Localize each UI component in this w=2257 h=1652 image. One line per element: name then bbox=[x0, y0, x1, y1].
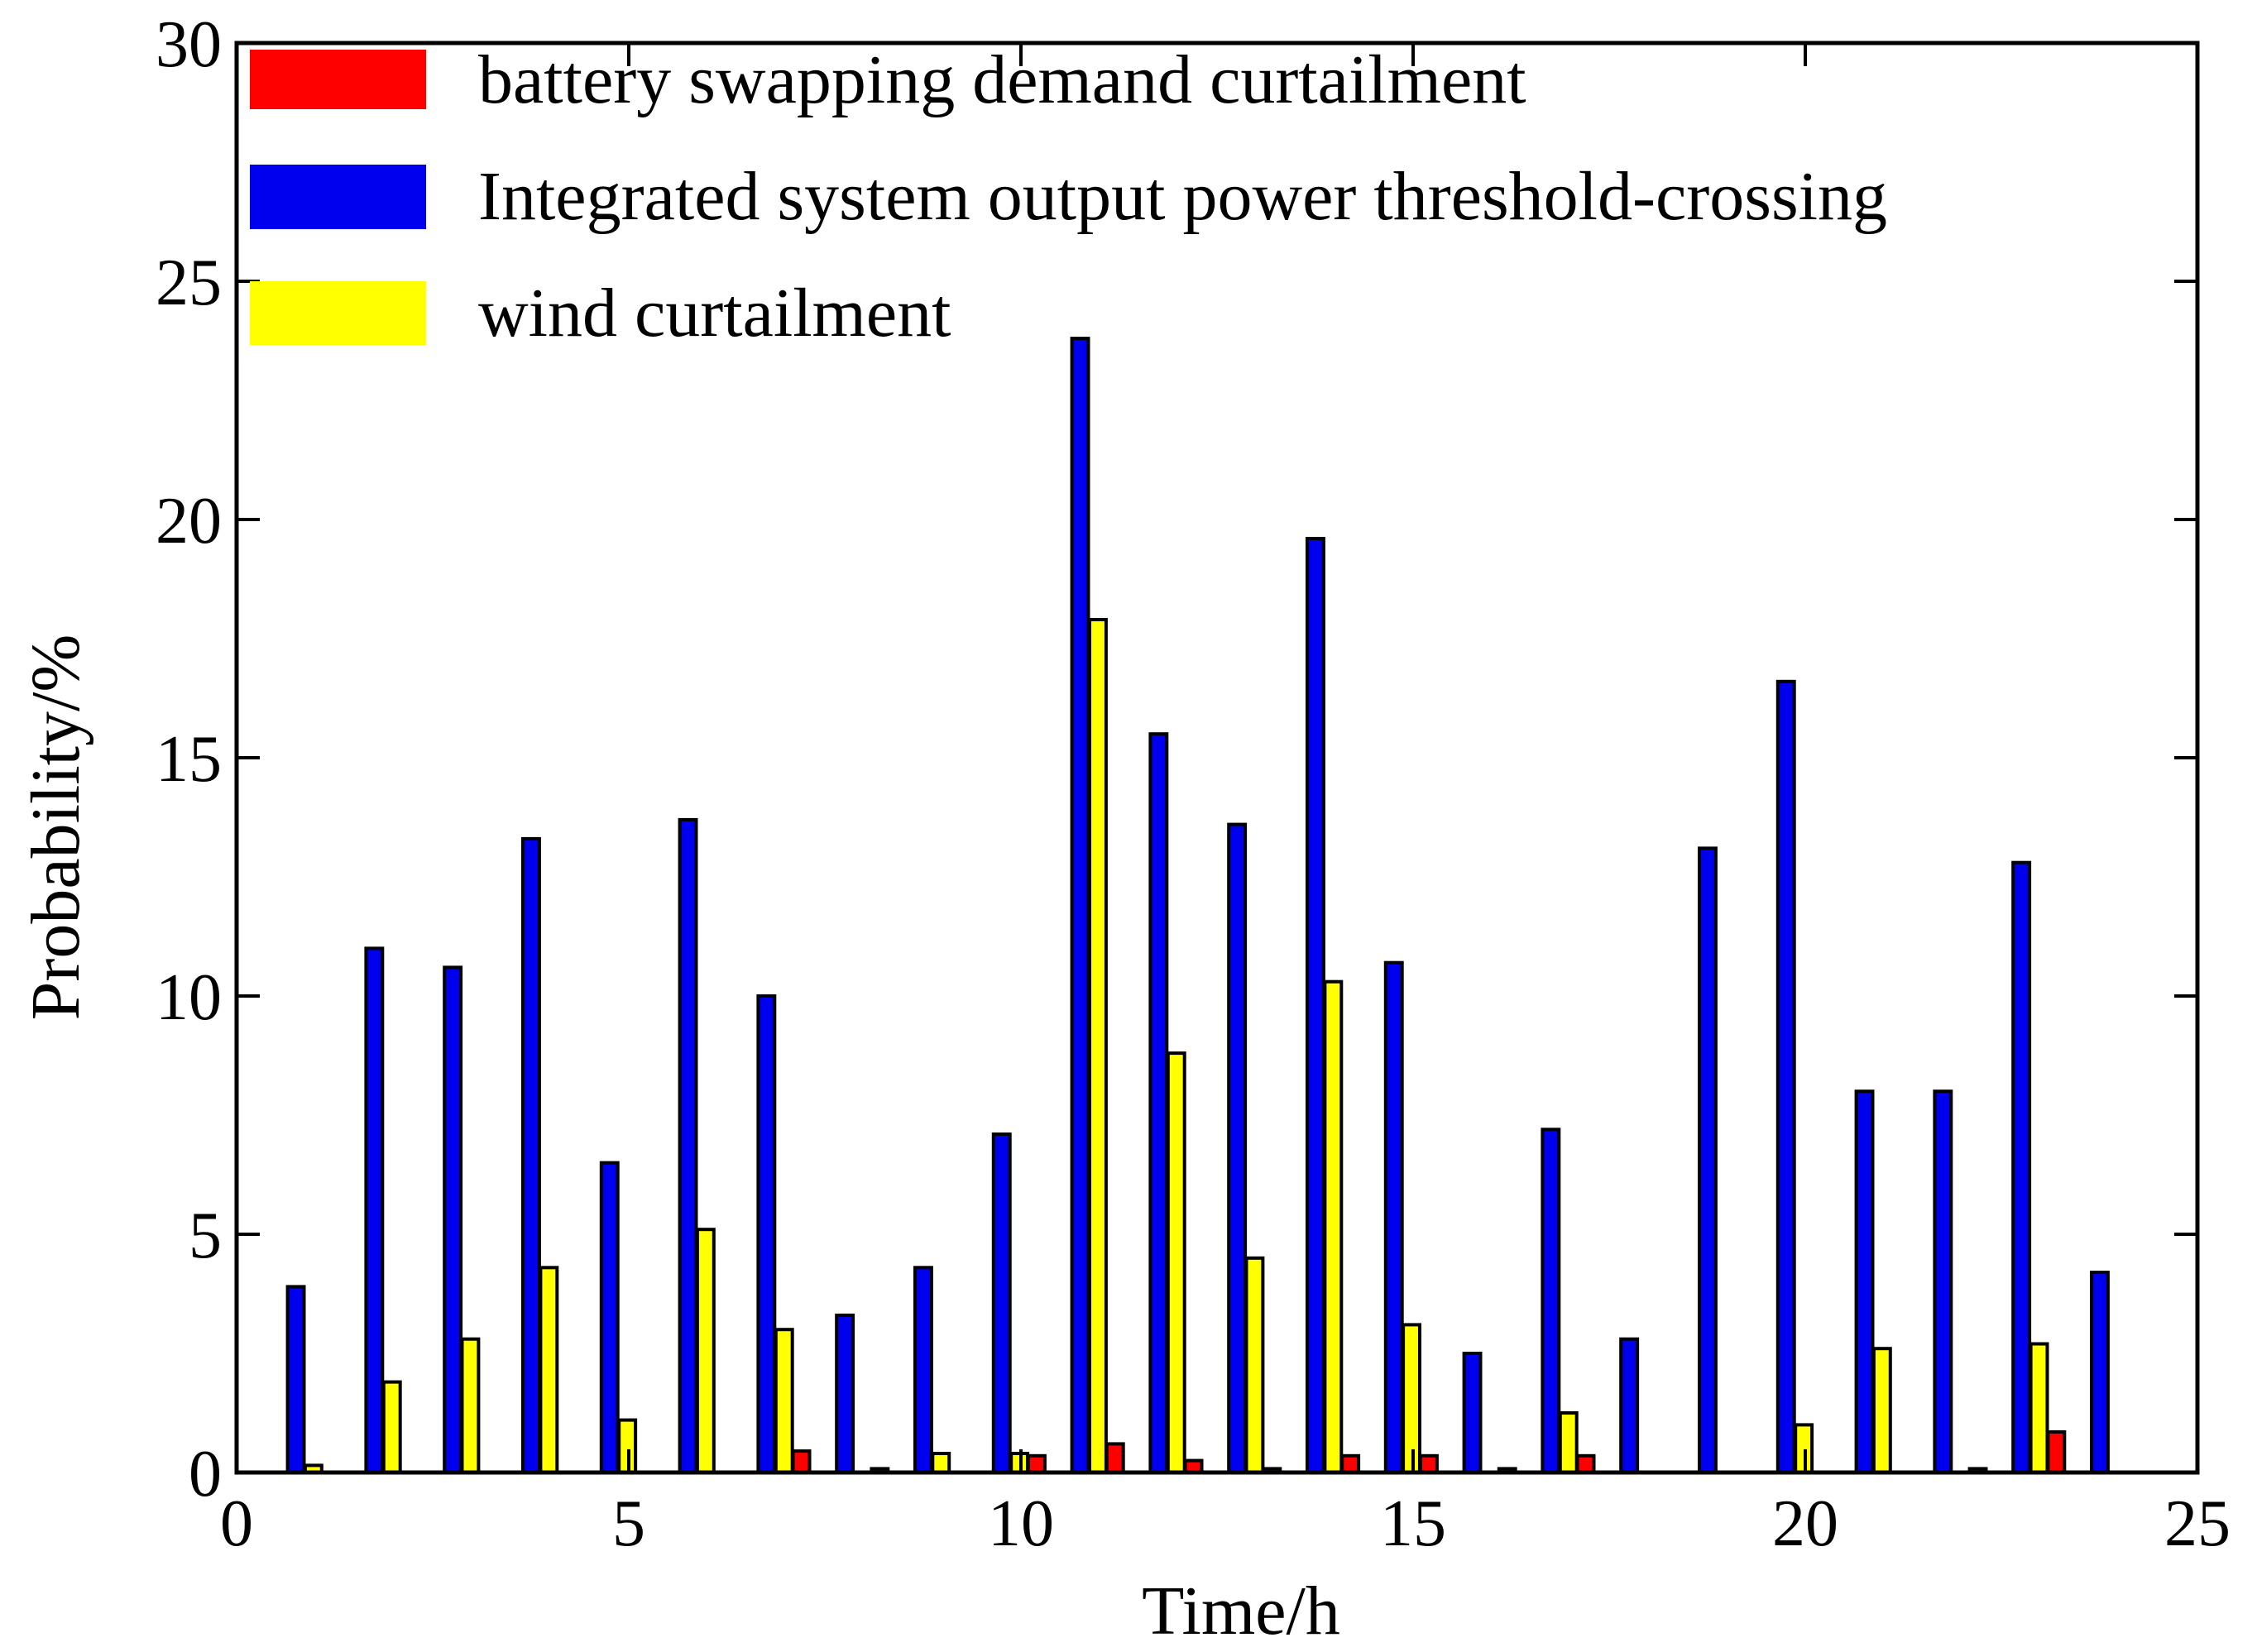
bar-wind-14 bbox=[1323, 979, 1344, 1474]
x-tick-label: 15 bbox=[1380, 1487, 1446, 1560]
bar-integrated-2 bbox=[364, 946, 385, 1474]
x-tick-label: 0 bbox=[220, 1487, 253, 1560]
y-tick-label: 10 bbox=[156, 961, 222, 1034]
bar-integrated-10 bbox=[991, 1132, 1012, 1474]
bar-wind-2 bbox=[381, 1380, 402, 1474]
y-tick-label: 15 bbox=[156, 723, 222, 796]
bar-battery-10 bbox=[1027, 1453, 1047, 1475]
bar-wind-4 bbox=[539, 1266, 559, 1475]
bar-integrated-1 bbox=[285, 1285, 306, 1475]
x-tick-label: 20 bbox=[1772, 1487, 1838, 1560]
y-tick-label: 5 bbox=[189, 1199, 222, 1272]
bar-integrated-6 bbox=[678, 817, 698, 1474]
bar-wind-11 bbox=[1088, 618, 1108, 1474]
bar-wind-17 bbox=[1558, 1411, 1579, 1474]
plot-frame bbox=[234, 41, 2200, 1475]
bar-wind-21 bbox=[1871, 1347, 1892, 1474]
legend-label-wind: wind curtailment bbox=[478, 275, 951, 352]
legend-swatch-wind bbox=[250, 281, 426, 345]
bar-battery-15 bbox=[1419, 1453, 1439, 1475]
bar-battery-23 bbox=[2046, 1430, 2067, 1474]
bar-integrated-24 bbox=[2090, 1271, 2110, 1474]
bar-integrated-12 bbox=[1148, 732, 1169, 1474]
ticks-layer: 0 5 10 15 20 25 0 5 10 15 20 25 30 bbox=[156, 8, 2231, 1560]
bar-battery-17 bbox=[1575, 1453, 1596, 1475]
bar-integrated-17 bbox=[1541, 1128, 1561, 1475]
bar-wind-3 bbox=[460, 1337, 481, 1474]
bar-wind-13 bbox=[1244, 1256, 1265, 1475]
x-tick-label: 10 bbox=[988, 1487, 1054, 1560]
legend-swatch-battery bbox=[250, 50, 426, 109]
bar-integrated-20 bbox=[1775, 679, 1796, 1474]
bar-integrated-23 bbox=[2011, 860, 2032, 1474]
x-tick-label: 5 bbox=[612, 1487, 645, 1560]
bar-integrated-15 bbox=[1383, 960, 1404, 1474]
bar-integrated-14 bbox=[1306, 537, 1325, 1474]
bar-integrated-19 bbox=[1698, 846, 1718, 1474]
x-tick-label: 25 bbox=[2164, 1487, 2231, 1560]
bar-wind-9 bbox=[931, 1452, 951, 1474]
x-axis-label: Time/h bbox=[1142, 1573, 1340, 1650]
bar-integrated-11 bbox=[1070, 337, 1090, 1475]
bar-integrated-9 bbox=[913, 1266, 933, 1475]
bar-integrated-8 bbox=[835, 1313, 855, 1475]
y-tick-label: 20 bbox=[156, 485, 222, 558]
bar-integrated-16 bbox=[1462, 1352, 1483, 1474]
bar-battery-14 bbox=[1340, 1453, 1361, 1475]
y-tick-label: 30 bbox=[156, 8, 222, 81]
bar-integrated-4 bbox=[521, 836, 541, 1474]
bar-wind-6 bbox=[695, 1228, 716, 1474]
bar-integrated-13 bbox=[1227, 822, 1248, 1474]
legend: battery swapping demand curtailment Inte… bbox=[250, 41, 1887, 352]
y-tick-label: 25 bbox=[156, 247, 222, 319]
bar-wind-12 bbox=[1166, 1051, 1186, 1474]
legend-swatch-integrated bbox=[250, 165, 426, 229]
bar-integrated-22 bbox=[1933, 1089, 1953, 1474]
bar-battery-11 bbox=[1105, 1442, 1125, 1475]
bar-integrated-18 bbox=[1619, 1337, 1640, 1474]
bar-integrated-5 bbox=[599, 1161, 620, 1474]
bar-wind-7 bbox=[774, 1328, 794, 1474]
bars-layer bbox=[285, 337, 2110, 1475]
legend-label-battery: battery swapping demand curtailment bbox=[478, 41, 1526, 118]
y-axis-label: Probability/% bbox=[17, 634, 94, 1021]
bar-integrated-21 bbox=[1854, 1089, 1875, 1474]
legend-label-integrated: Integrated system output power threshold… bbox=[478, 158, 1887, 235]
bar-wind-23 bbox=[2029, 1342, 2049, 1474]
bar-integrated-7 bbox=[756, 994, 777, 1474]
bar-battery-7 bbox=[791, 1449, 812, 1474]
bar-integrated-3 bbox=[443, 965, 463, 1474]
y-tick-label: 0 bbox=[189, 1438, 222, 1511]
